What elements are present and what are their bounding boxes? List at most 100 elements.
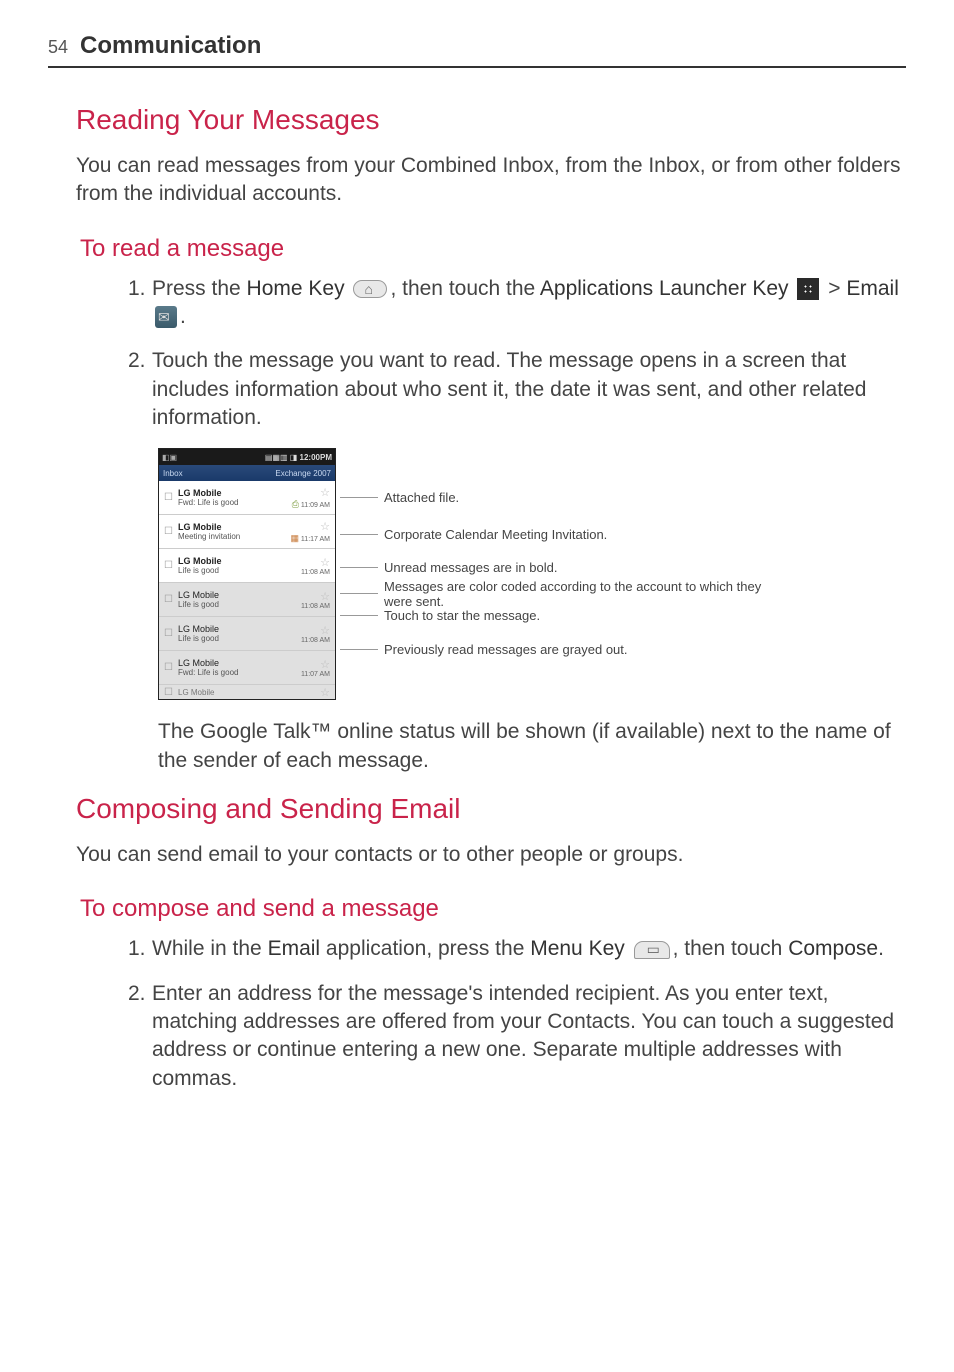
phone-screenshot: ◧▣ ▤▦▥ ◨ 12:00PM Inbox Exchange 2007 ☐LG… xyxy=(158,448,336,700)
mail-info: LG MobileFwd: Life is good xyxy=(178,658,286,677)
mail-subject: Life is good xyxy=(178,566,286,575)
annotation-text: Unread messages are in bold. xyxy=(384,560,557,575)
step-text: . xyxy=(878,937,884,960)
step-text: , then touch the xyxy=(390,277,539,300)
mail-time: ▦ 11:17 AM xyxy=(290,536,330,543)
checkbox-icon[interactable]: ☐ xyxy=(164,594,178,605)
section-heading-composing: Composing and Sending Email xyxy=(76,793,906,825)
page-number: 54 xyxy=(48,37,68,58)
subheading-to-compose: To compose and send a message xyxy=(80,895,906,923)
statusbar-right-group: ▤▦▥ ◨ 12:00PM xyxy=(265,453,332,462)
section-heading-reading: Reading Your Messages xyxy=(76,104,906,136)
status-bar: ◧▣ ▤▦▥ ◨ 12:00PM xyxy=(159,449,335,465)
email-row[interactable]: ☐LG MobileLife is good☆11:08 AM xyxy=(159,549,335,583)
list-number: 1. xyxy=(128,275,152,332)
star-icon[interactable]: ☆ xyxy=(286,590,330,603)
star-icon[interactable]: ☆ xyxy=(286,556,330,569)
star-icon[interactable]: ☆ xyxy=(286,486,330,499)
email-label: Email xyxy=(846,277,899,300)
mail-from: LG Mobile xyxy=(178,488,286,498)
annotation-text: Messages are color coded according to th… xyxy=(384,579,784,609)
email-row[interactable]: ☐LG MobileMeeting invitation☆ ▦ 11:17 AM xyxy=(159,515,335,549)
statusbar-time: 12:00PM xyxy=(300,453,332,462)
mail-subject: Life is good xyxy=(178,600,286,609)
annotation-column: Attached file. Corporate Calendar Meetin… xyxy=(340,478,784,670)
checkbox-icon[interactable]: ☐ xyxy=(164,628,178,639)
step-text: While in the xyxy=(152,937,268,960)
annotation-text: Previously read messages are grayed out. xyxy=(384,642,628,657)
email-row-partial: ☐ LG Mobile ☆ xyxy=(159,685,335,699)
step-1-read: 1. Press the Home Key , then touch the A… xyxy=(128,275,906,332)
mail-from: LG Mobile xyxy=(178,590,286,600)
step-1-body: Press the Home Key , then touch the Appl… xyxy=(152,275,906,332)
annotated-screenshot: ◧▣ ▤▦▥ ◨ 12:00PM Inbox Exchange 2007 ☐LG… xyxy=(158,448,906,700)
mail-subject: Fwd: Life is good xyxy=(178,498,286,507)
mail-info: LG MobileMeeting invitation xyxy=(178,522,286,541)
inbox-header: Inbox Exchange 2007 xyxy=(159,465,335,481)
mail-meta: ☆11:08 AM xyxy=(286,556,330,576)
email-row[interactable]: ☐LG MobileLife is good☆11:08 AM xyxy=(159,617,335,651)
step-1-compose-body: While in the Email application, press th… xyxy=(152,935,906,963)
section-intro-reading: You can read messages from your Combined… xyxy=(76,152,906,209)
section-intro-composing: You can send email to your contacts or t… xyxy=(76,841,906,869)
leader-line xyxy=(340,615,378,616)
launcher-key-icon xyxy=(797,278,819,300)
leader-line xyxy=(340,649,378,650)
list-number: 1. xyxy=(128,935,152,963)
mail-subject: Life is good xyxy=(178,634,286,643)
subheading-to-read: To read a message xyxy=(80,235,906,263)
mail-info: LG MobileLife is good xyxy=(178,590,286,609)
email-row[interactable]: ☐LG MobileLife is good☆11:08 AM xyxy=(159,583,335,617)
mail-subject: Fwd: Life is good xyxy=(178,668,286,677)
inbox-label: Inbox xyxy=(163,469,183,478)
menu-key-icon xyxy=(634,941,670,959)
step-text: . xyxy=(180,305,186,328)
email-icon xyxy=(155,306,177,328)
checkbox-icon[interactable]: ☐ xyxy=(164,526,178,537)
mail-info: LG MobileFwd: Life is good xyxy=(178,488,286,507)
star-icon[interactable]: ☆ xyxy=(286,658,330,671)
email-row[interactable]: ☐LG MobileFwd: Life is good☆ ⎙ 11:09 AM xyxy=(159,481,335,515)
mail-info: LG MobileLife is good xyxy=(178,624,286,643)
mail-meta: ☆11:08 AM xyxy=(286,624,330,644)
star-icon[interactable]: ☆ xyxy=(320,686,330,699)
mail-time: 11:08 AM xyxy=(301,569,330,576)
compose-label: Compose xyxy=(788,937,878,960)
checkbox-icon[interactable]: ☐ xyxy=(164,687,178,698)
step-2-compose: 2. Enter an address for the message's in… xyxy=(128,980,906,1093)
checkbox-icon[interactable]: ☐ xyxy=(164,492,178,503)
statusbar-icons-left: ◧▣ xyxy=(162,453,177,462)
annotation-colorcoded: Messages are color coded according to th… xyxy=(340,584,784,603)
mail-from: LG Mobile xyxy=(178,522,286,532)
star-icon[interactable]: ☆ xyxy=(286,520,330,533)
figure-caption: The Google Talk™ online status will be s… xyxy=(158,718,906,775)
list-number: 2. xyxy=(128,980,152,1093)
mail-meta: ☆ ⎙ 11:09 AM xyxy=(286,486,330,510)
mail-from: LG Mobile xyxy=(178,658,286,668)
mail-time: 11:08 AM xyxy=(301,637,330,644)
mail-time: 11:07 AM xyxy=(301,671,330,678)
mail-meta: ☆ ▦ 11:17 AM xyxy=(286,520,330,544)
apps-launcher-label: Applications Launcher Key xyxy=(540,277,789,300)
email-row[interactable]: ☐LG MobileFwd: Life is good☆11:07 AM xyxy=(159,651,335,685)
step-text: Press the xyxy=(152,277,247,300)
mail-time: 11:08 AM xyxy=(301,603,330,610)
mail-subject: Meeting invitation xyxy=(178,532,286,541)
statusbar-icons-right: ▤▦▥ ◨ xyxy=(265,453,297,462)
page-header: 54 Communication xyxy=(48,32,906,68)
annotation-text: Touch to star the message. xyxy=(384,608,540,623)
star-icon[interactable]: ☆ xyxy=(286,624,330,637)
mail-meta: ☆11:08 AM xyxy=(286,590,330,610)
mail-from: LG Mobile xyxy=(178,624,286,634)
checkbox-icon[interactable]: ☐ xyxy=(164,560,178,571)
mail-time: ⎙ 11:09 AM xyxy=(292,502,330,509)
step-2-read: 2. Touch the message you want to read. T… xyxy=(128,347,906,432)
mail-info: LG MobileLife is good xyxy=(178,556,286,575)
checkbox-icon[interactable]: ☐ xyxy=(164,662,178,673)
annotation-text: Corporate Calendar Meeting Invitation. xyxy=(384,527,607,542)
step-text: > xyxy=(822,277,846,300)
home-key-icon xyxy=(353,280,387,298)
page-title: Communication xyxy=(80,32,261,60)
mail-from: LG Mobile xyxy=(178,556,286,566)
annotation-calendar: Corporate Calendar Meeting Invitation. xyxy=(340,517,784,551)
